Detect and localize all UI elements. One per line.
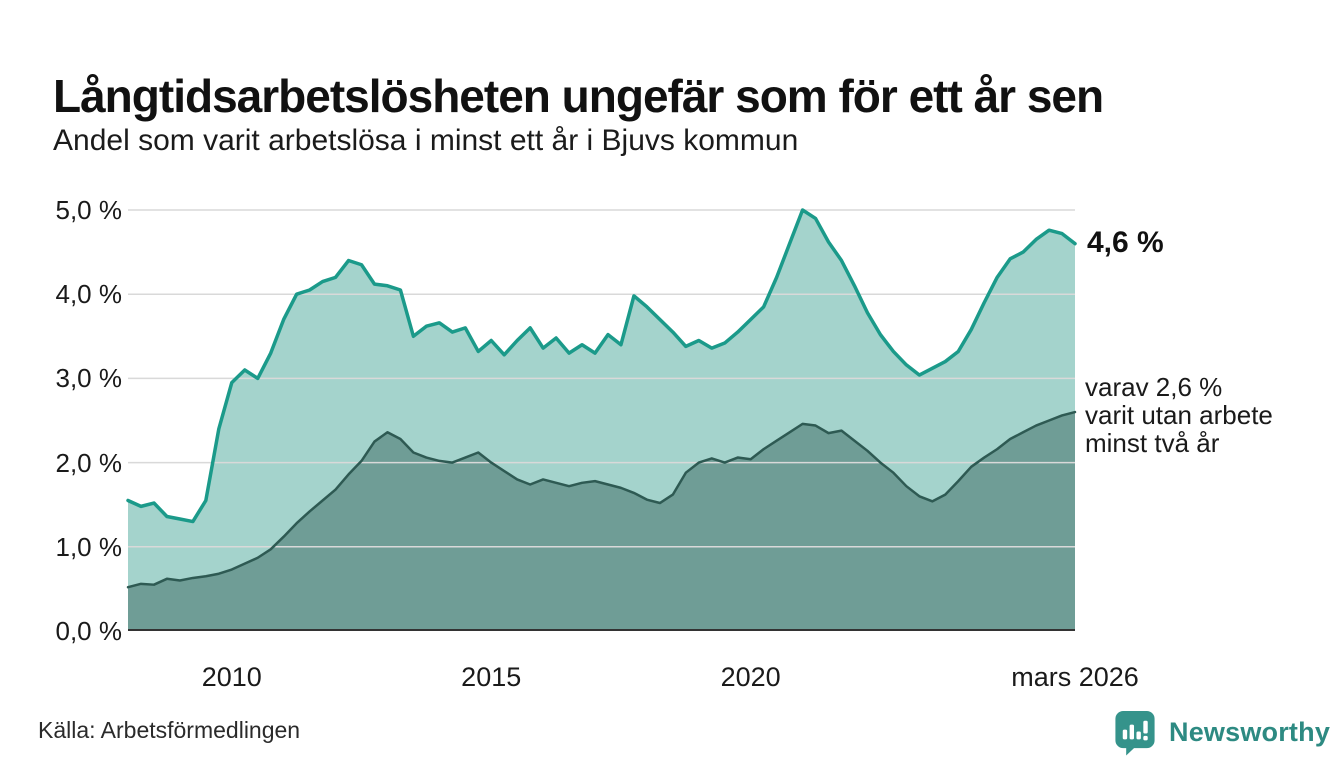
value-label-two-year-line3: minst två år [1085,428,1220,458]
x-tick-label: 2020 [720,662,781,692]
plot-area [126,208,1077,631]
x-tick-label: 2015 [461,662,522,692]
value-label-two-year-line1: varav 2,6 % [1085,372,1223,402]
newsworthy-logo-text: Newsworthy [1169,717,1331,747]
y-tick-label: 0,0 % [55,616,123,646]
y-tick-label: 4,0 % [55,279,123,310]
newsworthy-logo-icon [1115,710,1155,756]
chart-subtitle: Andel som varit arbetslösa i minst ett å… [53,124,799,157]
value-label-two-year-line2: varit utan arbete [1085,400,1273,430]
x-tick-label: 2010 [201,662,262,692]
y-tick-label: 3,0 % [55,363,123,394]
page-title: Långtidsarbetslösheten ungefär som för e… [53,69,1104,122]
y-tick-label: 1,0 % [55,531,123,562]
newsworthy-logo: Newsworthy [1113,709,1330,756]
y-tick-label: 2,0 % [55,447,123,478]
value-label-two-year: varav 2,6 % varit utan arbete minst två … [1085,373,1273,457]
source-label: Källa: Arbetsförmedlingen [38,717,301,743]
two-year-line [126,410,1077,589]
two-year-area-fill [128,412,1075,631]
x-tick-label: mars 2026 [1011,662,1139,692]
total-line [126,208,1077,524]
y-tick-label: 5,0 % [55,195,123,225]
value-label-total: 4,6 % [1087,226,1164,259]
